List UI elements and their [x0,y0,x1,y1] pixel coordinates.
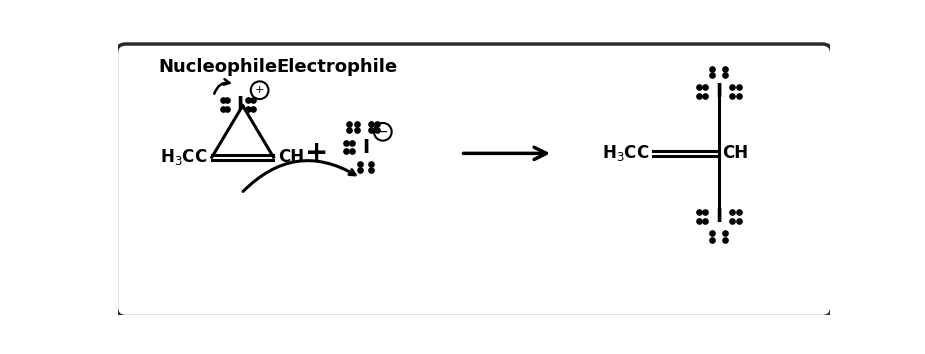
Text: Nucleophile: Nucleophile [158,58,278,76]
Text: H$_3$CC: H$_3$CC [602,143,649,163]
Text: CH: CH [722,144,748,162]
Text: I: I [715,82,722,101]
Text: H$_3$CC: H$_3$CC [160,147,207,167]
Text: −: − [377,125,388,139]
Text: I: I [715,207,722,226]
Text: +: + [305,139,328,167]
FancyBboxPatch shape [117,44,832,316]
Text: CH: CH [278,148,304,166]
Text: +: + [255,85,265,95]
Text: I: I [236,95,243,114]
Text: I: I [363,138,369,157]
Text: Electrophile: Electrophile [277,58,398,76]
